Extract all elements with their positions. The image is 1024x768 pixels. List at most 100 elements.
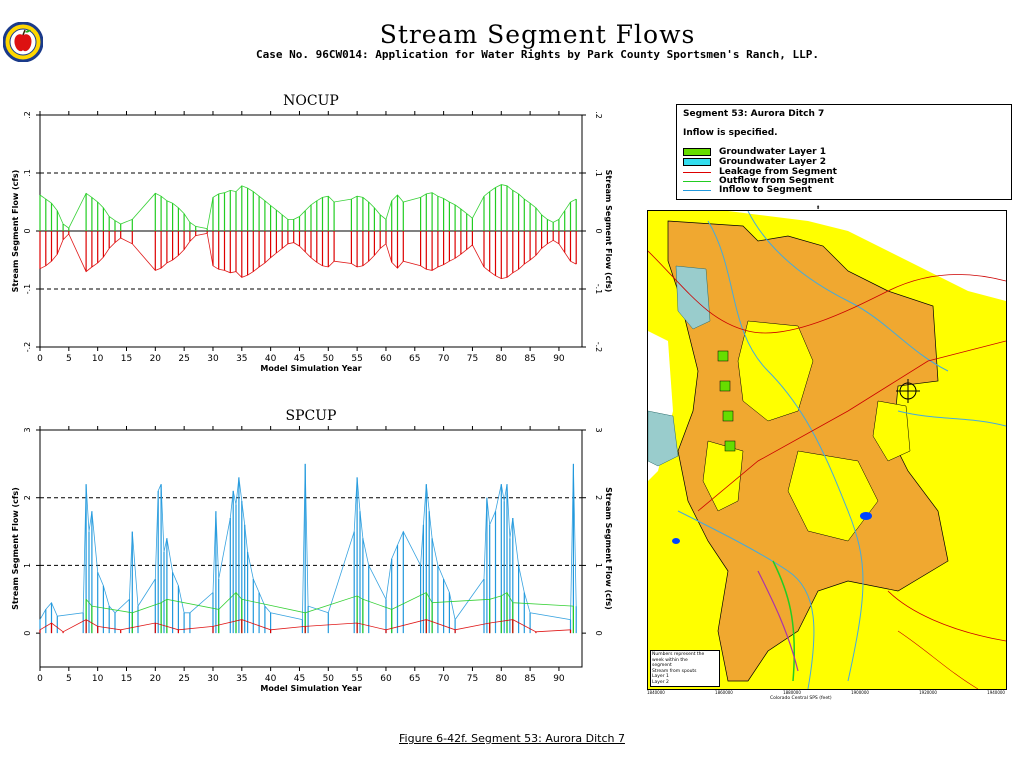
map-yellow-zone xyxy=(787,450,879,542)
chart-title: NOCUP xyxy=(283,93,339,109)
x-tick-label: 15 xyxy=(121,674,132,684)
map-road xyxy=(648,250,1006,334)
x-tick-label: 45 xyxy=(294,674,305,684)
map-segment-line xyxy=(757,570,799,672)
x-tick-label: 90 xyxy=(553,674,565,684)
map-compass-rose xyxy=(896,379,920,403)
series-line xyxy=(39,463,577,621)
y-tick-label: -.2 xyxy=(594,342,603,353)
x-axis-label: Model Simulation Year xyxy=(260,684,361,693)
map-yellow-zone xyxy=(737,320,814,422)
series-spikes xyxy=(39,231,577,279)
y-tick-label: 0 xyxy=(594,631,603,636)
map-lake xyxy=(672,538,680,544)
legend-swatch-line xyxy=(683,171,711,173)
legend-swatch-box xyxy=(683,158,711,166)
x-tick-label: 30 xyxy=(207,354,219,364)
x-tick-label: 10 xyxy=(92,354,104,364)
plot-frame xyxy=(39,429,583,668)
series-spikes xyxy=(39,184,577,231)
map-highlight-cell xyxy=(717,350,729,362)
series-spikes xyxy=(39,619,572,634)
legend-item-leakage: Leakage from Segment xyxy=(683,167,837,177)
x-tick-label: 0 xyxy=(37,354,43,364)
x-tick-label: 75 xyxy=(467,674,478,684)
map-note-text: Layer 2 xyxy=(652,679,669,685)
x-tick-label: 60 xyxy=(380,674,392,684)
map-north-label: ⬍ xyxy=(816,205,821,211)
x-tick-label: 50 xyxy=(323,674,335,684)
y-tick-label: .1 xyxy=(23,169,32,177)
map-note-text: segment xyxy=(652,663,672,668)
y-tick-label: 2 xyxy=(594,495,603,500)
map-lake xyxy=(860,512,872,520)
map-segment-line xyxy=(772,560,796,682)
y-axis-label: Stream Segment Flow (cfs) xyxy=(604,170,613,293)
x-tick-label: 25 xyxy=(178,354,189,364)
map-highlight-cell xyxy=(724,440,736,452)
map-x-label: Colorado Central SPS (feet) xyxy=(770,696,832,701)
y-tick-label: .1 xyxy=(594,169,603,177)
series-line xyxy=(85,591,574,614)
x-tick-label: 35 xyxy=(236,354,247,364)
map-x-tick: 1940000 xyxy=(987,690,1005,695)
map-x-ticks: 1840000 1860000 1880000 1900000 1920000 … xyxy=(647,690,1005,695)
x-tick-label: 60 xyxy=(380,354,392,364)
map-x-tick: 1880000 xyxy=(783,690,801,695)
x-tick-label: 5 xyxy=(66,354,72,364)
x-tick-label: 75 xyxy=(467,354,478,364)
location-map: Numbers represent the week within the se… xyxy=(647,210,1007,690)
legend-swatch-line xyxy=(683,180,711,182)
x-tick-label: 90 xyxy=(553,354,565,364)
page-title: Stream Segment Flows xyxy=(379,20,696,49)
x-tick-label: 15 xyxy=(121,354,132,364)
apple-seal-logo xyxy=(3,22,43,62)
x-tick-label: 30 xyxy=(207,674,219,684)
y-tick-label: 2 xyxy=(23,495,32,500)
chart-title: SPCUP xyxy=(286,408,337,424)
x-tick-label: 85 xyxy=(524,674,535,684)
y-tick-label: -.1 xyxy=(23,284,32,295)
map-river xyxy=(707,220,864,682)
map-river xyxy=(747,211,949,372)
x-tick-label: 85 xyxy=(524,354,535,364)
y-axis-label: Stream Segment Flow (cfs) xyxy=(11,170,20,293)
y-tick-label: 3 xyxy=(594,427,603,432)
legend-label: Outflow from Segment xyxy=(719,176,834,186)
y-tick-label: -.2 xyxy=(23,342,32,353)
x-tick-label: 40 xyxy=(265,674,277,684)
x-tick-label: 40 xyxy=(265,354,277,364)
x-tick-label: 35 xyxy=(236,674,247,684)
map-note-text: Stream from spouts xyxy=(652,668,697,674)
x-tick-label: 45 xyxy=(294,354,305,364)
map-yellow-zone xyxy=(702,440,744,512)
x-tick-label: 65 xyxy=(409,354,420,364)
x-tick-label: 55 xyxy=(351,354,362,364)
x-tick-label: 70 xyxy=(438,674,450,684)
series-line xyxy=(39,619,571,633)
map-orange-zone xyxy=(667,220,949,682)
series-spikes xyxy=(39,463,577,634)
x-tick-label: 0 xyxy=(37,674,43,684)
map-highlight-cell xyxy=(722,410,734,422)
legend-label: Groundwater Layer 2 xyxy=(719,157,826,167)
y-tick-label: 1 xyxy=(594,563,603,568)
map-river xyxy=(897,410,1006,427)
legend-note: Inflow is specified. xyxy=(683,128,778,138)
series-line xyxy=(39,232,577,280)
map-road xyxy=(697,340,1006,512)
legend-label: Groundwater Layer 1 xyxy=(719,147,826,157)
map-notes: Numbers represent the week within the se… xyxy=(650,650,720,687)
legend-item-gw-layer1: Groundwater Layer 1 xyxy=(683,147,826,157)
figure-caption: Figure 6-42f. Segment 53: Aurora Ditch 7 xyxy=(399,732,625,745)
legend-box: Segment 53: Aurora Ditch 7 Inflow is spe… xyxy=(676,104,1012,200)
x-tick-label: 65 xyxy=(409,674,420,684)
legend-swatch-box xyxy=(683,148,711,156)
y-axis-label: Stream Segment Flow (cfs) xyxy=(604,487,613,610)
legend-item-gw-layer2: Groundwater Layer 2 xyxy=(683,157,826,167)
map-yellow-zone xyxy=(872,400,911,462)
page-subtitle: Case No. 96CW014: Application for Water … xyxy=(256,48,819,61)
map-x-tick: 1860000 xyxy=(715,690,733,695)
map-x-tick: 1840000 xyxy=(647,690,665,695)
